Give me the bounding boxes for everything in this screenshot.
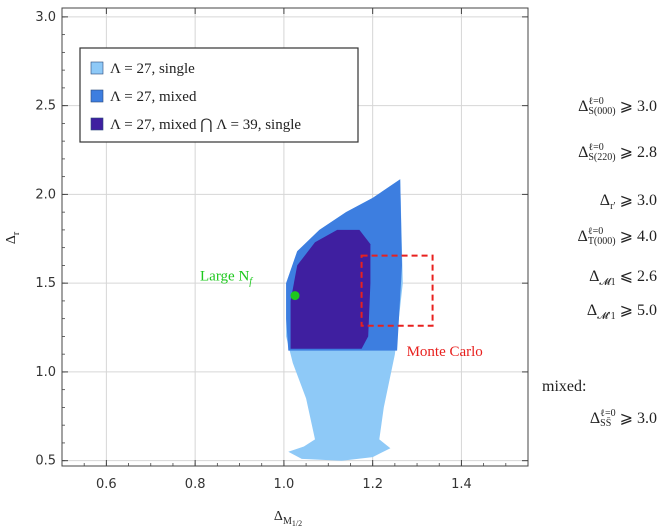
y-axis-title: Δr (4, 231, 22, 244)
x-axis-title: ΔM1/2 (274, 509, 302, 528)
x-tick-label: 1.0 (274, 477, 295, 492)
y-tick-label: 1.0 (35, 365, 56, 380)
legend: Λ = 27, single Λ = 27, mixed Λ = 27, mix… (79, 47, 359, 143)
large-nf-point (290, 291, 300, 301)
condition-r-prime: Δr′ ⩾ 3.0 (599, 192, 657, 213)
legend-swatch (90, 117, 104, 131)
legend-swatch (90, 89, 104, 103)
x-tick-label: 0.8 (185, 477, 206, 492)
large-nf-label: Large Nf (200, 269, 253, 288)
y-tick-label: 3.0 (35, 10, 56, 25)
x-tick-label: 1.4 (451, 477, 472, 492)
x-tick-label: 1.2 (362, 477, 383, 492)
legend-label: Λ = 27, mixed (110, 89, 197, 105)
y-tick-label: 2.0 (35, 187, 56, 202)
legend-label: Λ = 27, single (110, 61, 195, 77)
plot-frame (61, 7, 529, 467)
mixed-label: mixed: (542, 378, 587, 395)
region-2 (290, 229, 371, 349)
monte-carlo-box (360, 254, 434, 327)
y-tick-label: 2.5 (35, 99, 56, 114)
condition-m1: Δ𝓜1 ⩽ 2.6 (589, 268, 657, 289)
y-tick-label: 0.5 (35, 454, 56, 469)
annotations: Large Nf Monte Carlo (200, 254, 483, 360)
y-tick-label: 1.5 (35, 276, 56, 291)
ticks: 0.6 0.8 1.0 1.2 1.4 0.5 1.0 1.5 2.0 2.5 3.0 (35, 8, 528, 492)
monte-carlo-label: Monte Carlo (407, 344, 483, 360)
condition-m1-prime: Δ𝓜′1 ⩾ 5.0 (586, 302, 657, 323)
legend-swatch (90, 61, 104, 75)
x-tick-label: 0.6 (96, 477, 117, 492)
legend-label: Λ = 27, mixed ⋂ Λ = 39, single (110, 117, 301, 133)
regions (286, 179, 403, 461)
